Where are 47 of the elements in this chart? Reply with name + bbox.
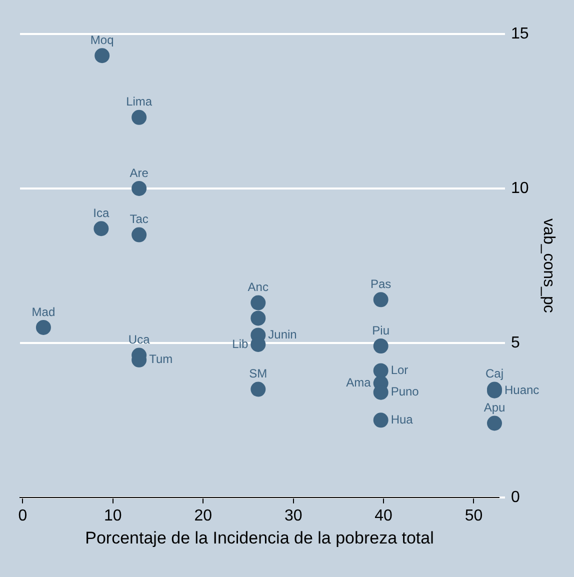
x-tick-label: 20 — [194, 507, 212, 524]
annotation: Ica — [93, 206, 110, 220]
annotation: Puno — [390, 384, 420, 399]
point — [94, 221, 109, 236]
point — [36, 320, 51, 335]
x-tick-label: 0 — [18, 507, 28, 524]
point — [132, 180, 147, 196]
point — [373, 363, 388, 378]
annotation: Moq — [90, 32, 114, 47]
annotation: Lor — [390, 363, 408, 378]
x-tick-label: 10 — [104, 507, 122, 524]
y-tick-label: 5 — [511, 334, 520, 352]
annotation: Caj — [485, 366, 504, 381]
point — [486, 416, 502, 431]
x-tick-label: 30 — [284, 507, 302, 524]
x-axis-title: Porcentaje de la Incidencia de la pobreza total — [85, 528, 434, 548]
annotation: Pas — [370, 276, 392, 291]
annotation: Mad — [32, 304, 56, 319]
annotation: Hua — [390, 412, 414, 426]
point — [373, 292, 388, 308]
annotation: Ama — [346, 375, 372, 390]
annotation: Are — [130, 166, 149, 180]
annotation: Apu — [484, 400, 506, 415]
point — [373, 338, 388, 354]
y-tick-label: 0 — [511, 488, 520, 506]
annotation: SM — [249, 366, 268, 381]
point — [132, 110, 147, 125]
point — [250, 310, 266, 326]
y-tick-label: 10 — [511, 180, 529, 197]
annotation: Lima — [126, 94, 152, 109]
annotation: Tum — [149, 352, 173, 366]
annotation: Piu — [372, 323, 390, 338]
x-tick-label: 40 — [374, 507, 393, 524]
point — [373, 412, 388, 428]
point — [132, 227, 147, 242]
annotation: Junin — [268, 328, 297, 342]
annotation: Anc — [248, 280, 268, 294]
annotation: Uca — [128, 332, 150, 347]
annotation: Huanc — [504, 383, 540, 398]
point — [250, 295, 266, 310]
y-tick-label: 15 — [511, 25, 529, 42]
point — [250, 382, 266, 397]
point — [94, 48, 110, 64]
x-tick-label: 50 — [464, 507, 483, 524]
annotation: Lib — [232, 336, 248, 351]
annotation: Tac — [130, 212, 148, 226]
y-axis-title: vab_cons_pc — [540, 218, 557, 313]
